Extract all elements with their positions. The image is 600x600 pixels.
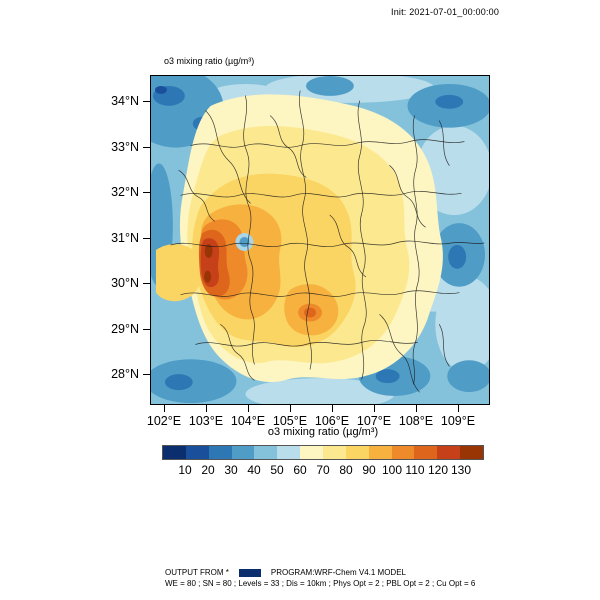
lat-tick-label: 31°N [111, 230, 139, 245]
lon-tick-mark [164, 404, 166, 412]
lat-tick-label: 29°N [111, 321, 139, 336]
colorbar-tick-label: 110 [405, 463, 425, 477]
lat-tick-label: 30°N [111, 276, 139, 290]
ozone-field-svg [151, 76, 489, 404]
colorbar-cell [254, 446, 278, 459]
colorbar-tick-label: 60 [293, 463, 307, 477]
footer-output-label: OUTPUT FROM * [165, 568, 229, 577]
lat-tick-mark [143, 283, 151, 285]
init-timestamp: Init: 2021-07-01_00:00:00 [391, 7, 500, 17]
colorbar-cell [437, 446, 461, 459]
footer-line1: OUTPUT FROM * PROGRAM:WRF-Chem V4.1 MODE… [165, 567, 475, 578]
colorbar-cell [414, 446, 438, 459]
colorbar-tick-label: 10 [178, 463, 192, 477]
colorbar-cell [323, 446, 346, 459]
lat-tick-mark [143, 374, 151, 376]
lake-low-spot [235, 233, 254, 251]
lon-tick-mark [416, 404, 418, 412]
district-boundaries [170, 90, 485, 393]
lat-tick-mark [143, 146, 151, 148]
colorbar-cell [277, 446, 301, 459]
colorbar-tick-label: 130 [450, 463, 472, 477]
lon-tick-label: 106°E [314, 414, 350, 428]
colorbar-tick-label: 70 [316, 463, 330, 477]
colorbar-cell [300, 446, 324, 459]
colorbar-cell [208, 446, 232, 459]
lat-tick-label: 34°N [111, 94, 139, 108]
map-plot-area: 34°N 33°N 32°N 31°N 30°N 29°N 28°N 102°E 103°E 1… [111, 75, 490, 428]
lat-tick-label: 32°N [111, 185, 139, 199]
colorbar-cell [163, 446, 186, 459]
plot-title: o3 mixing ratio (µg/m³) [164, 56, 255, 66]
lon-tick-label: 102°E [146, 414, 182, 428]
lon-tick-label: 103°E [188, 414, 224, 428]
colorbar-cell [368, 446, 392, 459]
colorbar-tick-label: 80 [339, 463, 353, 477]
plot-footer: OUTPUT FROM * PROGRAM:WRF-Chem V4.1 MODE… [165, 567, 475, 589]
lat-tick-label: 33°N [111, 139, 139, 154]
colorbar-cell [345, 446, 369, 459]
colorbar-cell [231, 446, 255, 459]
lon-tick-label: 107°E [356, 414, 392, 428]
colorbar [162, 445, 484, 460]
lat-tick-mark [143, 101, 151, 103]
lon-tick-label: 109°E [440, 414, 476, 428]
colorbar-title: o3 mixing ratio (µg/m³) [267, 426, 379, 438]
model-color-swatch [238, 568, 261, 577]
lon-tick-mark [458, 404, 460, 412]
lon-tick-mark [206, 404, 208, 412]
lon-tick-mark [332, 404, 334, 412]
colorbar-tick-label: 40 [247, 463, 261, 477]
lon-tick-mark [374, 404, 376, 412]
lat-tick-label: 28°N [111, 367, 139, 381]
lon-tick-mark [248, 404, 250, 412]
lon-tick-label: 108°E [398, 414, 434, 428]
lon-tick-label: 105°E [272, 414, 308, 428]
footer-model-config: WE = 80 ; SN = 80 ; Levels = 33 ; Dis = … [165, 579, 476, 588]
colorbar-tick-label: 50 [270, 463, 284, 477]
lat-tick-mark [143, 237, 151, 239]
colorbar-tick-label: 120 [427, 463, 449, 477]
colorbar-tick-label: 100 [381, 463, 403, 477]
colorbar-tick-label: 30 [224, 463, 238, 477]
colorbar-tick-label: 90 [362, 463, 376, 477]
footer-program-label: PROGRAM:WRF-Chem V4.1 MODEL [270, 568, 406, 577]
colorbar-tick-label: 20 [201, 463, 215, 477]
high-ozone-plume [155, 94, 443, 383]
lat-tick-mark [143, 328, 151, 330]
lon-tick-label: 104°E [230, 414, 266, 428]
colorbar-cell [391, 446, 415, 459]
colorbar-cell [460, 446, 484, 459]
lat-tick-mark [143, 192, 151, 194]
colorbar-cell [185, 446, 209, 459]
lon-tick-mark [290, 404, 292, 412]
colorbar-tick-labels: 10 20 30 40 50 60 70 80 90 100 110 120 130 [162, 463, 484, 478]
